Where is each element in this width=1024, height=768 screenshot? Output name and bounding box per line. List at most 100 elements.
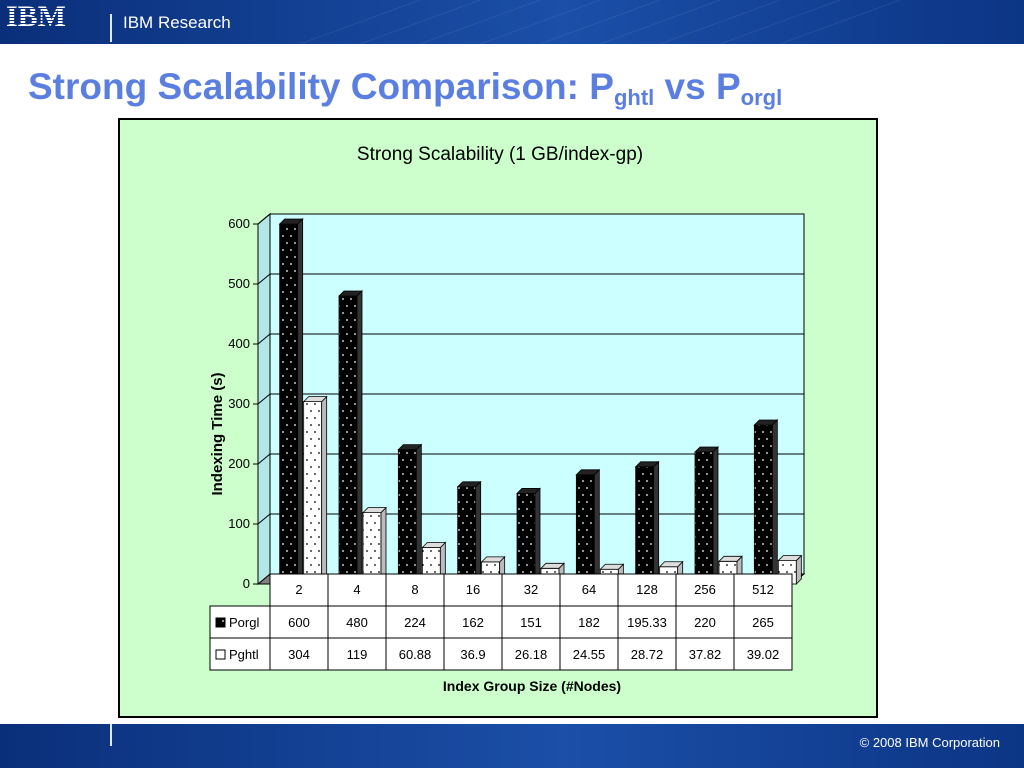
bar-pghtl-top [599,563,625,570]
bar-porgl-top [694,446,719,453]
legend-swatch-porgl [215,617,226,628]
y-tick-label: 0 [243,576,250,591]
gridline-side [257,513,271,525]
bar-porgl [634,460,660,585]
gridline-side [257,393,271,405]
copyright-text: © 2008 IBM Corporation [859,735,1000,750]
bar-porgl [575,468,601,585]
slide-title: Strong Scalability Comparison: Pghtl vs … [28,66,782,111]
bar-porgl-front [279,223,299,585]
data-label-porgl: 265 [752,615,774,630]
bar-porgl-side [356,290,363,585]
bar-pghtl-side [321,395,328,585]
bar-porgl-top [338,290,363,297]
data-label-porgl: 151 [520,615,542,630]
bar-porgl-top [753,419,779,426]
data-label-porgl: 224 [404,615,426,630]
data-label-pghtl: 119 [347,647,368,662]
title-sub-ghtl: ghtl [613,85,655,110]
gridline-side [257,213,271,225]
y-tick-label: 500 [228,276,250,291]
x-tick-label: 128 [636,582,658,597]
y-tick-label: 200 [228,456,250,471]
title-sub-orgl: orgl [740,85,783,110]
footer-separator [110,724,112,746]
data-label-pghtl: 37.82 [689,647,722,662]
bar-porgl [516,487,541,585]
bar-pghtl [362,506,387,585]
bar-pghtl-top [362,507,387,514]
data-label-pghtl: 60.88 [399,647,432,662]
legend-label-porgl: Porgl [229,615,259,630]
data-label-pghtl: 304 [288,647,310,662]
bar-pghtl-top [777,555,803,561]
bar-porgl-top [278,218,304,225]
x-tick-label: 64 [582,582,596,597]
y-tick-label: 400 [228,336,250,351]
chart-container: Strong Scalability (1 GB/index-gp) Index… [118,118,878,718]
bar-pghtl-front [362,512,382,585]
y-tick-label: 300 [228,396,250,411]
x-tick-label: 2 [295,582,302,597]
bar-porgl-front [397,449,417,585]
bar-pghtl-top [302,396,328,403]
bar-porgl [338,290,363,585]
bar-chart: Strong Scalability (1 GB/index-gp) Index… [209,144,806,694]
bar-pghtl-top [658,561,684,568]
bar-porgl [278,218,304,585]
bar-porgl-top [397,444,423,451]
brand-label: IBM Research [123,13,231,32]
bar-porgl-top [456,481,482,488]
table-header-row [269,573,793,607]
bar-porgl-top [634,461,660,468]
y-tick-label: 100 [228,516,250,531]
bar-porgl-side [297,218,304,585]
data-label-pghtl: 24.55 [573,647,606,662]
bar-pghtl-front [303,401,323,585]
bar-pghtl-top [480,556,506,563]
x-tick-label: 8 [411,582,418,597]
data-label-porgl: 220 [694,615,716,630]
data-label-porgl: 195.33 [627,615,667,630]
gridline-side [257,333,271,345]
x-tick-label: 4 [353,582,360,597]
bar-porgl-side [475,480,482,585]
bar-porgl [397,443,423,585]
bar-pghtl-top [421,542,447,548]
x-tick-label: 16 [466,582,480,597]
data-label-pghtl: 28.72 [631,647,664,662]
bar-porgl-front [575,474,595,585]
header-bar: IBM Research IBM [0,0,1024,44]
bar-porgl-front [457,486,477,585]
data-label-pghtl: 39.02 [747,647,780,662]
x-tick-label: 512 [752,582,774,597]
bar-pghtl-top [540,562,565,569]
data-label-porgl: 162 [462,615,484,630]
bar-porgl-front [753,424,773,585]
data-label-pghtl: 26.18 [515,647,548,662]
bar-pghtl-top [718,555,743,562]
bar-pghtl-side [380,506,387,585]
bar-porgl-top [516,487,541,494]
data-label-porgl: 480 [346,615,368,630]
x-tick-label: 32 [524,582,538,597]
data-label-porgl: 182 [578,615,600,630]
bar-pghtl [302,395,328,585]
bar-porgl-side [593,468,600,585]
bar-porgl-side [771,419,778,585]
bar-porgl-front [516,492,536,585]
legend-swatch-pghtl [215,649,226,660]
chart-title: Strong Scalability (1 GB/index-gp) [357,144,643,165]
bar-porgl-side [415,443,422,585]
gridline-side [257,273,271,285]
bar-porgl-front [338,295,358,585]
bar-porgl [753,419,779,585]
bar-porgl [456,480,482,585]
y-tick-label: 600 [228,216,250,231]
logo-text: IBM [6,0,66,30]
x-tick-label: 256 [694,582,716,597]
bar-porgl-side [653,460,660,585]
bar-porgl [694,446,719,585]
bar-porgl-top [575,469,601,476]
x-axis-label: Index Group Size (#Nodes) [443,678,621,694]
